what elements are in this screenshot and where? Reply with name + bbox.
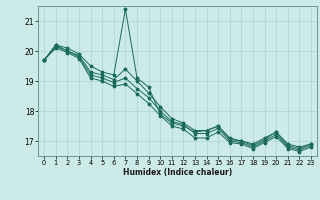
X-axis label: Humidex (Indice chaleur): Humidex (Indice chaleur)	[123, 168, 232, 177]
